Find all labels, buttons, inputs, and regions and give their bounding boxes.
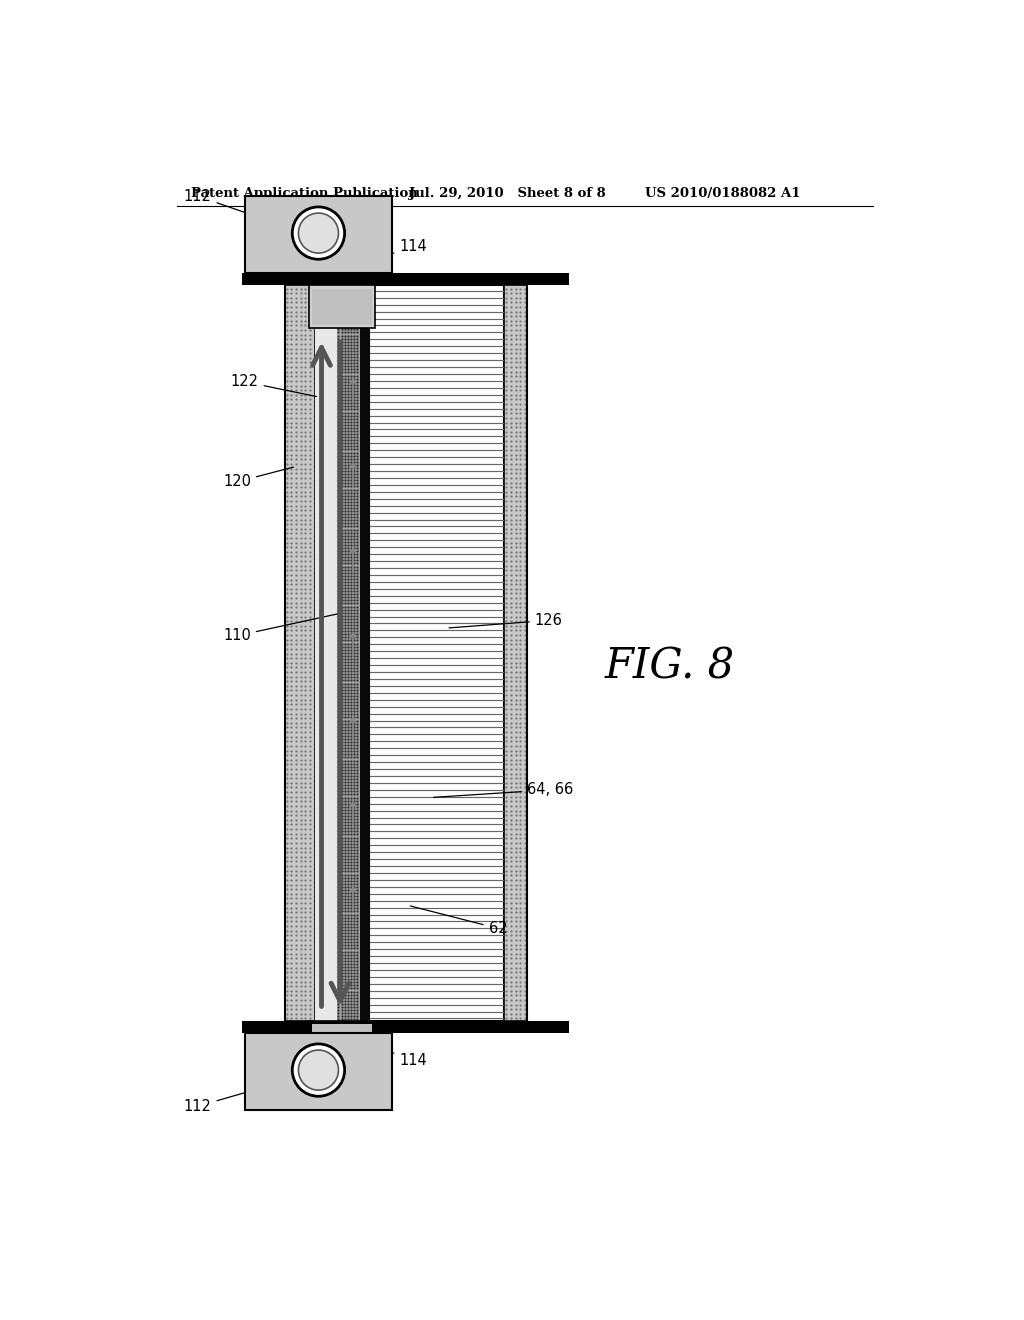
Bar — [243, 1020, 569, 1034]
Ellipse shape — [292, 1044, 345, 1096]
Text: US 2010/0188082 A1: US 2010/0188082 A1 — [645, 187, 801, 199]
Text: 64, 66: 64, 66 — [433, 783, 573, 797]
Bar — [309, 1020, 376, 1063]
Bar — [360, 285, 370, 1020]
Text: 120: 120 — [223, 467, 294, 490]
Bar — [312, 1024, 373, 1060]
Text: Jul. 29, 2010   Sheet 8 of 8: Jul. 29, 2010 Sheet 8 of 8 — [410, 187, 606, 199]
Text: 114: 114 — [373, 239, 427, 260]
Ellipse shape — [292, 207, 345, 259]
Bar — [309, 285, 376, 327]
Text: Patent Application Publication: Patent Application Publication — [190, 187, 418, 199]
Bar — [337, 285, 360, 1020]
Text: 62: 62 — [411, 906, 507, 936]
Bar — [312, 289, 373, 325]
Bar — [370, 285, 504, 1020]
Text: 110: 110 — [223, 614, 340, 643]
Bar — [285, 285, 315, 1020]
Bar — [243, 273, 569, 285]
Ellipse shape — [298, 1051, 339, 1090]
Text: 122: 122 — [230, 374, 316, 396]
Text: 112: 112 — [183, 189, 262, 218]
Bar — [315, 285, 337, 1020]
Bar — [504, 285, 527, 1020]
Text: 114: 114 — [373, 1045, 427, 1068]
Ellipse shape — [298, 213, 339, 253]
Text: 126: 126 — [450, 612, 562, 628]
Text: 112: 112 — [183, 1088, 262, 1114]
Bar — [246, 1034, 391, 1110]
Text: FIG. 8: FIG. 8 — [604, 645, 734, 688]
Bar — [246, 197, 391, 273]
